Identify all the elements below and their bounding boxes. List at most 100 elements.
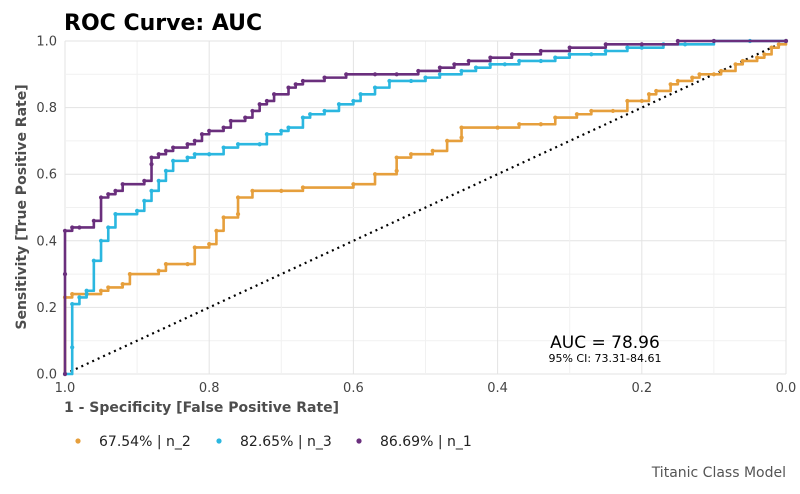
roc-point (279, 188, 284, 193)
roc-point (84, 291, 89, 297)
roc-point (394, 155, 399, 160)
roc-point (430, 148, 435, 153)
roc-point (127, 272, 132, 277)
roc-point (91, 258, 96, 263)
roc-point (192, 152, 197, 157)
roc-point (351, 182, 356, 187)
roc-point (214, 228, 219, 233)
roc-point (553, 55, 558, 60)
roc-point (120, 182, 125, 187)
roc-point (567, 45, 572, 50)
roc-point (300, 115, 306, 120)
y-axis-title: Sensitivity [True Positive Rate] (14, 84, 30, 329)
roc-point (235, 142, 241, 147)
roc-point (221, 145, 226, 150)
roc-point (120, 281, 125, 287)
roc-point (358, 92, 363, 97)
roc-point (372, 172, 378, 177)
roc-point (156, 268, 161, 273)
roc-point (668, 82, 673, 87)
roc-point (344, 72, 349, 77)
legend: 67.54% | n_2 82.65% | n_3 86.69% | n_1 (75, 434, 472, 450)
roc-point (625, 45, 630, 50)
roc-point (697, 72, 702, 77)
roc-point (113, 188, 118, 193)
roc-point (488, 62, 493, 67)
roc-point (286, 85, 291, 90)
roc-point (488, 55, 493, 60)
ci-annotation: 95% CI: 73.31-84.61 (548, 352, 661, 365)
roc-point (394, 168, 399, 173)
roc-point (711, 72, 717, 77)
roc-point (776, 42, 781, 47)
roc-point (199, 132, 205, 137)
roc-point (740, 58, 745, 64)
roc-point (690, 75, 695, 80)
roc-line-0 (63, 41, 788, 374)
roc-point (452, 62, 457, 67)
auc-annotation: AUC = 78.96 (550, 333, 660, 353)
roc-point (574, 112, 580, 117)
roc-point (163, 262, 169, 267)
legend-label: 82.65% | n_3 (240, 434, 332, 450)
x-tick-label: 0.0 (776, 381, 797, 396)
roc-point (149, 162, 154, 167)
roc-point (185, 142, 190, 147)
x-tick-label: 0.6 (343, 381, 364, 396)
roc-point (538, 58, 543, 64)
roc-point (106, 192, 111, 197)
roc-point (62, 272, 68, 277)
y-tick-label: 0.0 (36, 368, 57, 383)
roc-point (250, 108, 255, 114)
roc-point (192, 245, 197, 250)
roc-point (387, 78, 392, 84)
roc-point (459, 68, 464, 74)
roc-line-2 (63, 39, 786, 374)
roc-point (408, 152, 414, 157)
roc-point (156, 152, 161, 157)
roc-point (77, 295, 82, 300)
roc-point (445, 138, 450, 143)
y-tick-label: 1.0 (36, 35, 57, 50)
roc-point (235, 212, 241, 217)
roc-point (98, 238, 104, 243)
roc-point (70, 225, 75, 230)
roc-point (538, 122, 543, 127)
roc-point (77, 225, 82, 230)
roc-point (675, 38, 680, 44)
roc-point (639, 98, 644, 104)
roc-point (682, 42, 688, 47)
legend-marker (75, 438, 81, 444)
roc-point (221, 215, 226, 220)
roc-point (646, 92, 652, 97)
legend-label: 86.69% | n_1 (380, 434, 472, 450)
roc-point (589, 52, 594, 57)
roc-point (135, 208, 140, 213)
roc-point (156, 178, 161, 183)
roc-point (459, 125, 464, 130)
x-axis-title: 1 - Specificity [False Positive Rate] (64, 400, 339, 416)
roc-point (719, 68, 724, 74)
roc-point (250, 188, 255, 193)
roc-point (553, 115, 558, 120)
roc-point (98, 288, 104, 293)
series-layer (62, 38, 789, 377)
roc-point (171, 145, 176, 150)
grid (64, 40, 787, 375)
roc-point (98, 195, 104, 200)
roc-point (84, 288, 89, 293)
roc-point (610, 108, 616, 114)
legend-label: 67.54% | n_2 (99, 434, 191, 450)
roc-point (279, 128, 284, 134)
roc-point (142, 178, 147, 183)
chart-title: ROC Curve: AUC (64, 11, 262, 36)
roc-point (336, 102, 342, 107)
roc-point (603, 48, 608, 54)
roc-point (106, 285, 111, 290)
roc-point (654, 88, 659, 94)
y-tick-label: 0.2 (36, 301, 57, 316)
roc-point (293, 82, 298, 87)
roc-point (322, 75, 327, 80)
roc-point (142, 198, 147, 203)
roc-point (351, 98, 356, 104)
